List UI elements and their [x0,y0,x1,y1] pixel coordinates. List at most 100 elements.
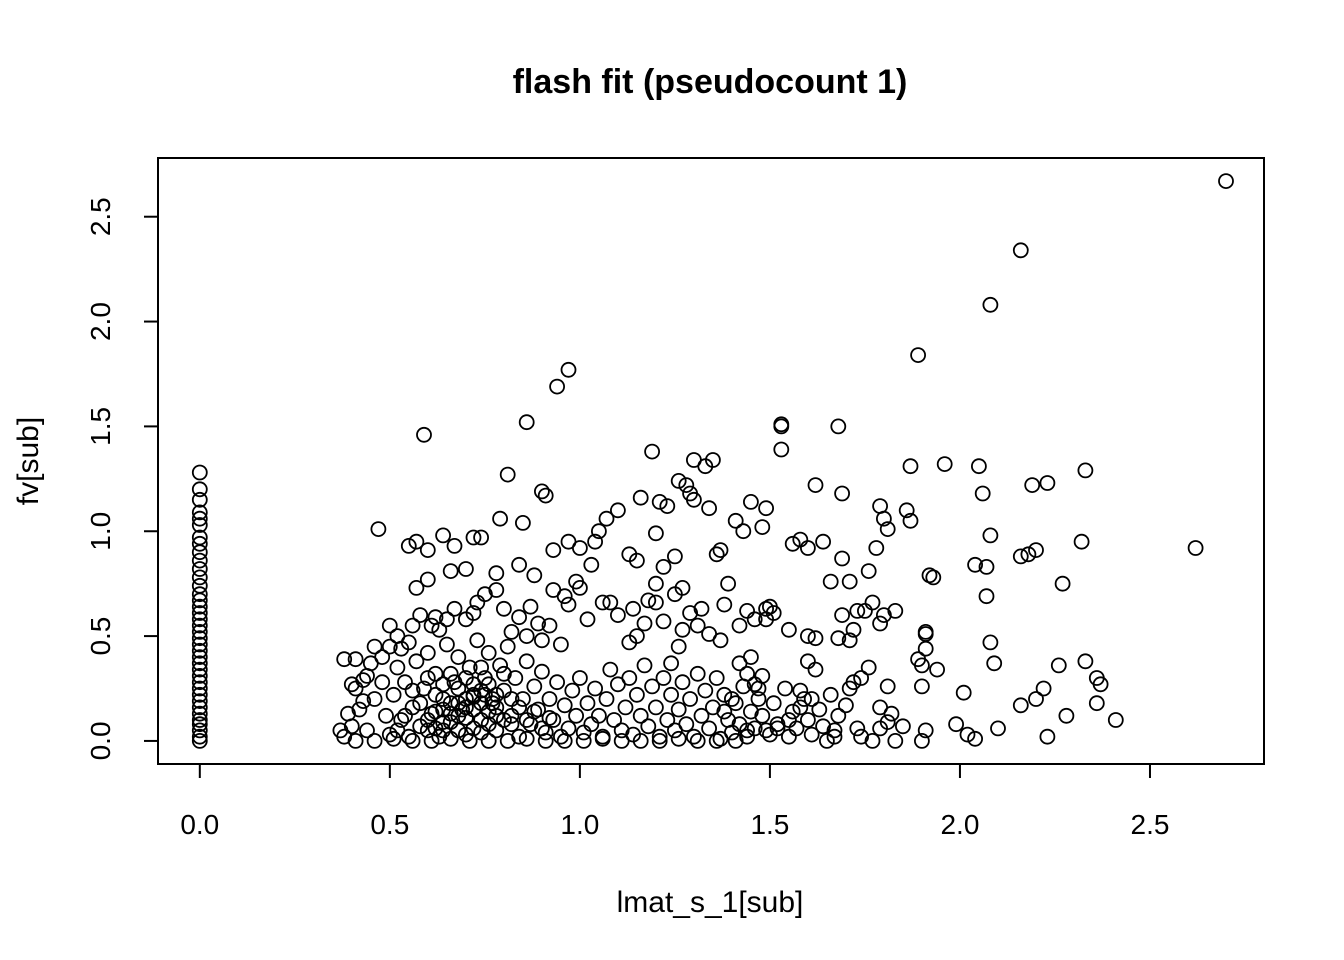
data-point [343,676,360,693]
data-point [822,686,839,703]
data-point [553,728,569,745]
x-axis-label: lmat_s_1[sub] [617,886,804,919]
data-point [393,712,410,728]
data-point [457,611,474,628]
data-point [602,594,619,611]
data-point [773,416,790,433]
data-point [982,634,999,651]
data-point [788,720,805,737]
data-point [435,676,452,693]
data-point [708,546,725,563]
y-tick-label: 1.0 [85,512,116,551]
data-point [655,670,672,686]
x-tick-label: 1.0 [560,809,599,840]
data-point [374,674,391,691]
data-point [651,733,668,749]
data-point [986,655,1003,672]
data-point [735,523,752,540]
data-point [191,577,208,594]
data-point [522,598,539,615]
x-tick-label: 1.5 [750,809,789,840]
data-point [526,567,543,584]
data-point [990,720,1006,737]
data-point [480,733,497,749]
data-point [549,378,565,395]
data-point [408,580,425,596]
data-point [575,724,592,741]
data-point [686,728,702,745]
data-point [879,678,896,695]
data-point [746,676,763,693]
data-point [416,426,432,443]
data-point [879,714,896,730]
data-point [579,611,596,628]
data-point [191,705,208,722]
data-point [914,733,930,749]
data-point [621,670,638,686]
data-point [705,699,721,716]
data-point [727,695,744,712]
data-point [191,674,208,691]
y-tick-label: 2.5 [85,197,116,236]
data-point [518,730,535,747]
data-point [511,728,527,745]
data-point [868,540,885,556]
data-point [651,728,668,745]
data-point [876,607,892,623]
data-point [917,624,934,640]
data-point [476,686,493,703]
data-point [1088,695,1105,712]
data-point [754,668,771,684]
data-point [598,691,615,707]
data-point [849,603,866,619]
data-point [625,600,641,617]
data-point [914,657,930,674]
data-point [359,722,375,739]
data-point [495,665,512,682]
data-point [191,529,208,546]
data-point [655,559,672,575]
data-point [644,678,660,695]
data-point [537,724,554,741]
data-point [670,701,687,718]
data-point [370,521,387,537]
data-point [632,707,649,724]
data-point [511,699,527,716]
data-point [191,630,208,647]
data-point [534,663,550,680]
data-point [534,483,550,500]
data-point [347,733,364,749]
data-point [484,691,501,707]
data-point [670,472,687,489]
data-point [191,668,208,684]
data-point [191,642,208,659]
data-point [435,701,452,718]
data-point [971,458,987,475]
data-point [758,600,774,617]
data-point [518,414,535,431]
data-point [450,695,467,712]
data-point [191,712,208,728]
data-point [879,521,896,537]
data-point [191,661,208,678]
data-point [1073,533,1090,550]
data-point [191,649,208,665]
data-point [469,594,486,611]
data-point [526,703,543,720]
data-point [480,676,497,693]
data-point [381,638,398,655]
data-point [1187,540,1204,556]
data-point [541,617,558,634]
data-point [442,705,459,722]
data-point [423,617,440,634]
data-point [693,707,710,724]
data-point [978,559,995,575]
data-point [784,703,801,720]
x-tick-label: 0.0 [180,809,219,840]
data-point [427,665,444,682]
data-point [191,504,208,521]
data-point [796,691,812,707]
data-point [381,726,398,743]
data-point [811,701,828,718]
data-point [191,605,208,621]
